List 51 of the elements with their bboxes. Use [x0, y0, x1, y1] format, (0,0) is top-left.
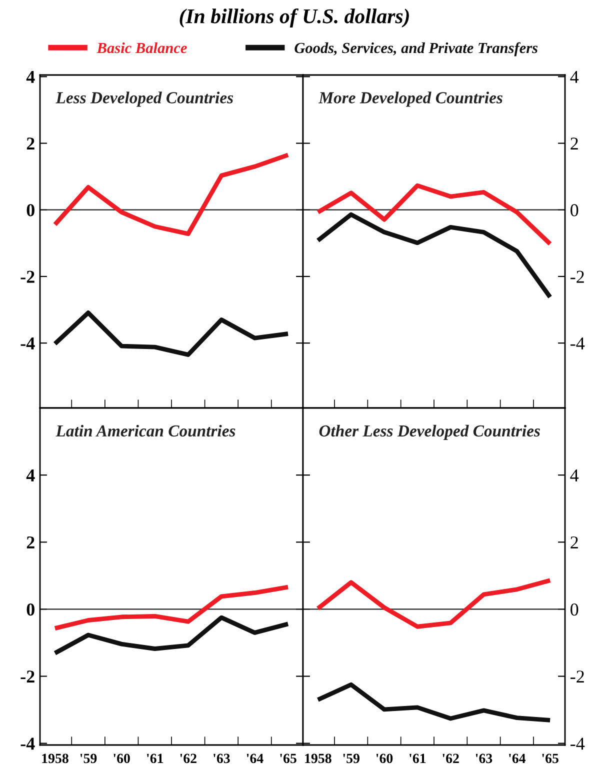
x-tick-label: '62	[180, 754, 196, 764]
x-tick-label: '64	[509, 754, 526, 764]
y-tick-label: 0	[570, 204, 578, 216]
legend-label: Basic Balance	[96, 42, 187, 54]
y-tick-label: 2	[26, 536, 34, 548]
y-tick-label: -2	[570, 270, 584, 283]
x-tick-label: 1958	[305, 754, 332, 764]
line-series	[52, 152, 290, 236]
line-series	[316, 578, 552, 629]
x-tick-label: 1958	[42, 754, 68, 764]
text: Other Less Developed Countries	[319, 424, 540, 440]
y-tick-label: 0	[26, 603, 34, 616]
y-tick-label: 4	[570, 71, 579, 83]
x-tick-label: '65	[280, 754, 296, 764]
x-tick-label: '61	[147, 754, 164, 764]
x-tick-label: '59	[343, 754, 360, 764]
x-tick-label: '60	[114, 754, 130, 764]
text: Latin American Countries	[56, 424, 236, 437]
y-tick-label: -4	[570, 337, 585, 350]
x-tick-label: '61	[410, 754, 426, 764]
y-tick-label: 4	[570, 469, 579, 482]
line-series	[316, 212, 552, 300]
y-tick-label: -2	[570, 670, 584, 683]
y-tick-label: -4	[20, 337, 35, 350]
y-tick-label: -4	[20, 738, 35, 750]
legend-label: Goods, Services, and Private Transfers	[294, 42, 538, 56]
x-tick-label: '63	[476, 754, 492, 764]
text: Less Developed Countries	[56, 92, 234, 107]
x-tick-label: '60	[376, 754, 393, 764]
y-tick-label: -2	[20, 670, 34, 683]
x-tick-label: '64	[246, 754, 264, 764]
x-tick-label: '65	[542, 754, 558, 764]
y-tick-label: 4	[26, 71, 35, 83]
y-tick-label: 2	[26, 138, 34, 150]
line-series	[52, 584, 290, 631]
line-series	[316, 682, 552, 722]
line-series	[316, 183, 552, 246]
x-tick-label: '62	[442, 754, 459, 764]
y-tick-label: 0	[26, 204, 34, 216]
y-tick-label: -2	[20, 270, 34, 283]
y-tick-label: 0	[570, 603, 578, 616]
text: (In billions of U.S. dollars)	[180, 8, 409, 28]
x-tick-label: '63	[214, 754, 230, 764]
y-tick-label: 2	[570, 536, 578, 548]
x-tick-label: '59	[80, 754, 97, 764]
line-series	[52, 310, 290, 357]
line-series	[52, 615, 290, 656]
y-tick-label: 4	[26, 469, 35, 482]
text: More Developed Countries	[318, 92, 502, 107]
y-tick-label: -4	[570, 738, 585, 750]
y-tick-label: 2	[570, 138, 578, 150]
